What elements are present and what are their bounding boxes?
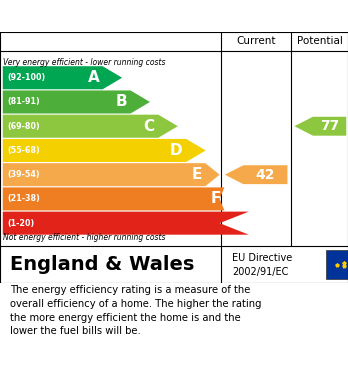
Text: A: A (87, 70, 99, 85)
Polygon shape (225, 165, 287, 184)
Text: 77: 77 (320, 119, 339, 133)
Text: (21-38): (21-38) (7, 194, 40, 203)
Text: Very energy efficient - lower running costs: Very energy efficient - lower running co… (3, 58, 166, 67)
Text: Energy Efficiency Rating: Energy Efficiency Rating (7, 7, 236, 25)
Text: EU Directive: EU Directive (232, 253, 292, 263)
Polygon shape (3, 139, 206, 162)
Text: Not energy efficient - higher running costs: Not energy efficient - higher running co… (3, 233, 166, 242)
Text: (81-91): (81-91) (7, 97, 40, 106)
Text: 2002/91/EC: 2002/91/EC (232, 267, 288, 277)
Bar (326, 250, 348, 279)
Text: Current: Current (236, 36, 276, 47)
Text: F: F (211, 192, 221, 206)
Text: The energy efficiency rating is a measure of the
overall efficiency of a home. T: The energy efficiency rating is a measur… (10, 285, 262, 336)
Polygon shape (3, 90, 150, 113)
Text: E: E (191, 167, 202, 182)
Polygon shape (3, 66, 122, 89)
Polygon shape (3, 212, 249, 235)
Text: B: B (116, 95, 127, 109)
Text: (39-54): (39-54) (7, 170, 40, 179)
Text: G: G (233, 216, 245, 231)
Text: (1-20): (1-20) (7, 219, 34, 228)
Text: C: C (144, 119, 155, 134)
Text: (55-68): (55-68) (7, 146, 40, 155)
Text: (69-80): (69-80) (7, 122, 40, 131)
Text: D: D (170, 143, 183, 158)
Text: Potential: Potential (296, 36, 342, 47)
Polygon shape (3, 187, 224, 210)
Polygon shape (3, 115, 178, 138)
Text: 42: 42 (256, 168, 275, 182)
Text: (92-100): (92-100) (7, 73, 45, 82)
Polygon shape (294, 117, 346, 136)
Polygon shape (3, 163, 220, 186)
Text: England & Wales: England & Wales (10, 255, 195, 274)
